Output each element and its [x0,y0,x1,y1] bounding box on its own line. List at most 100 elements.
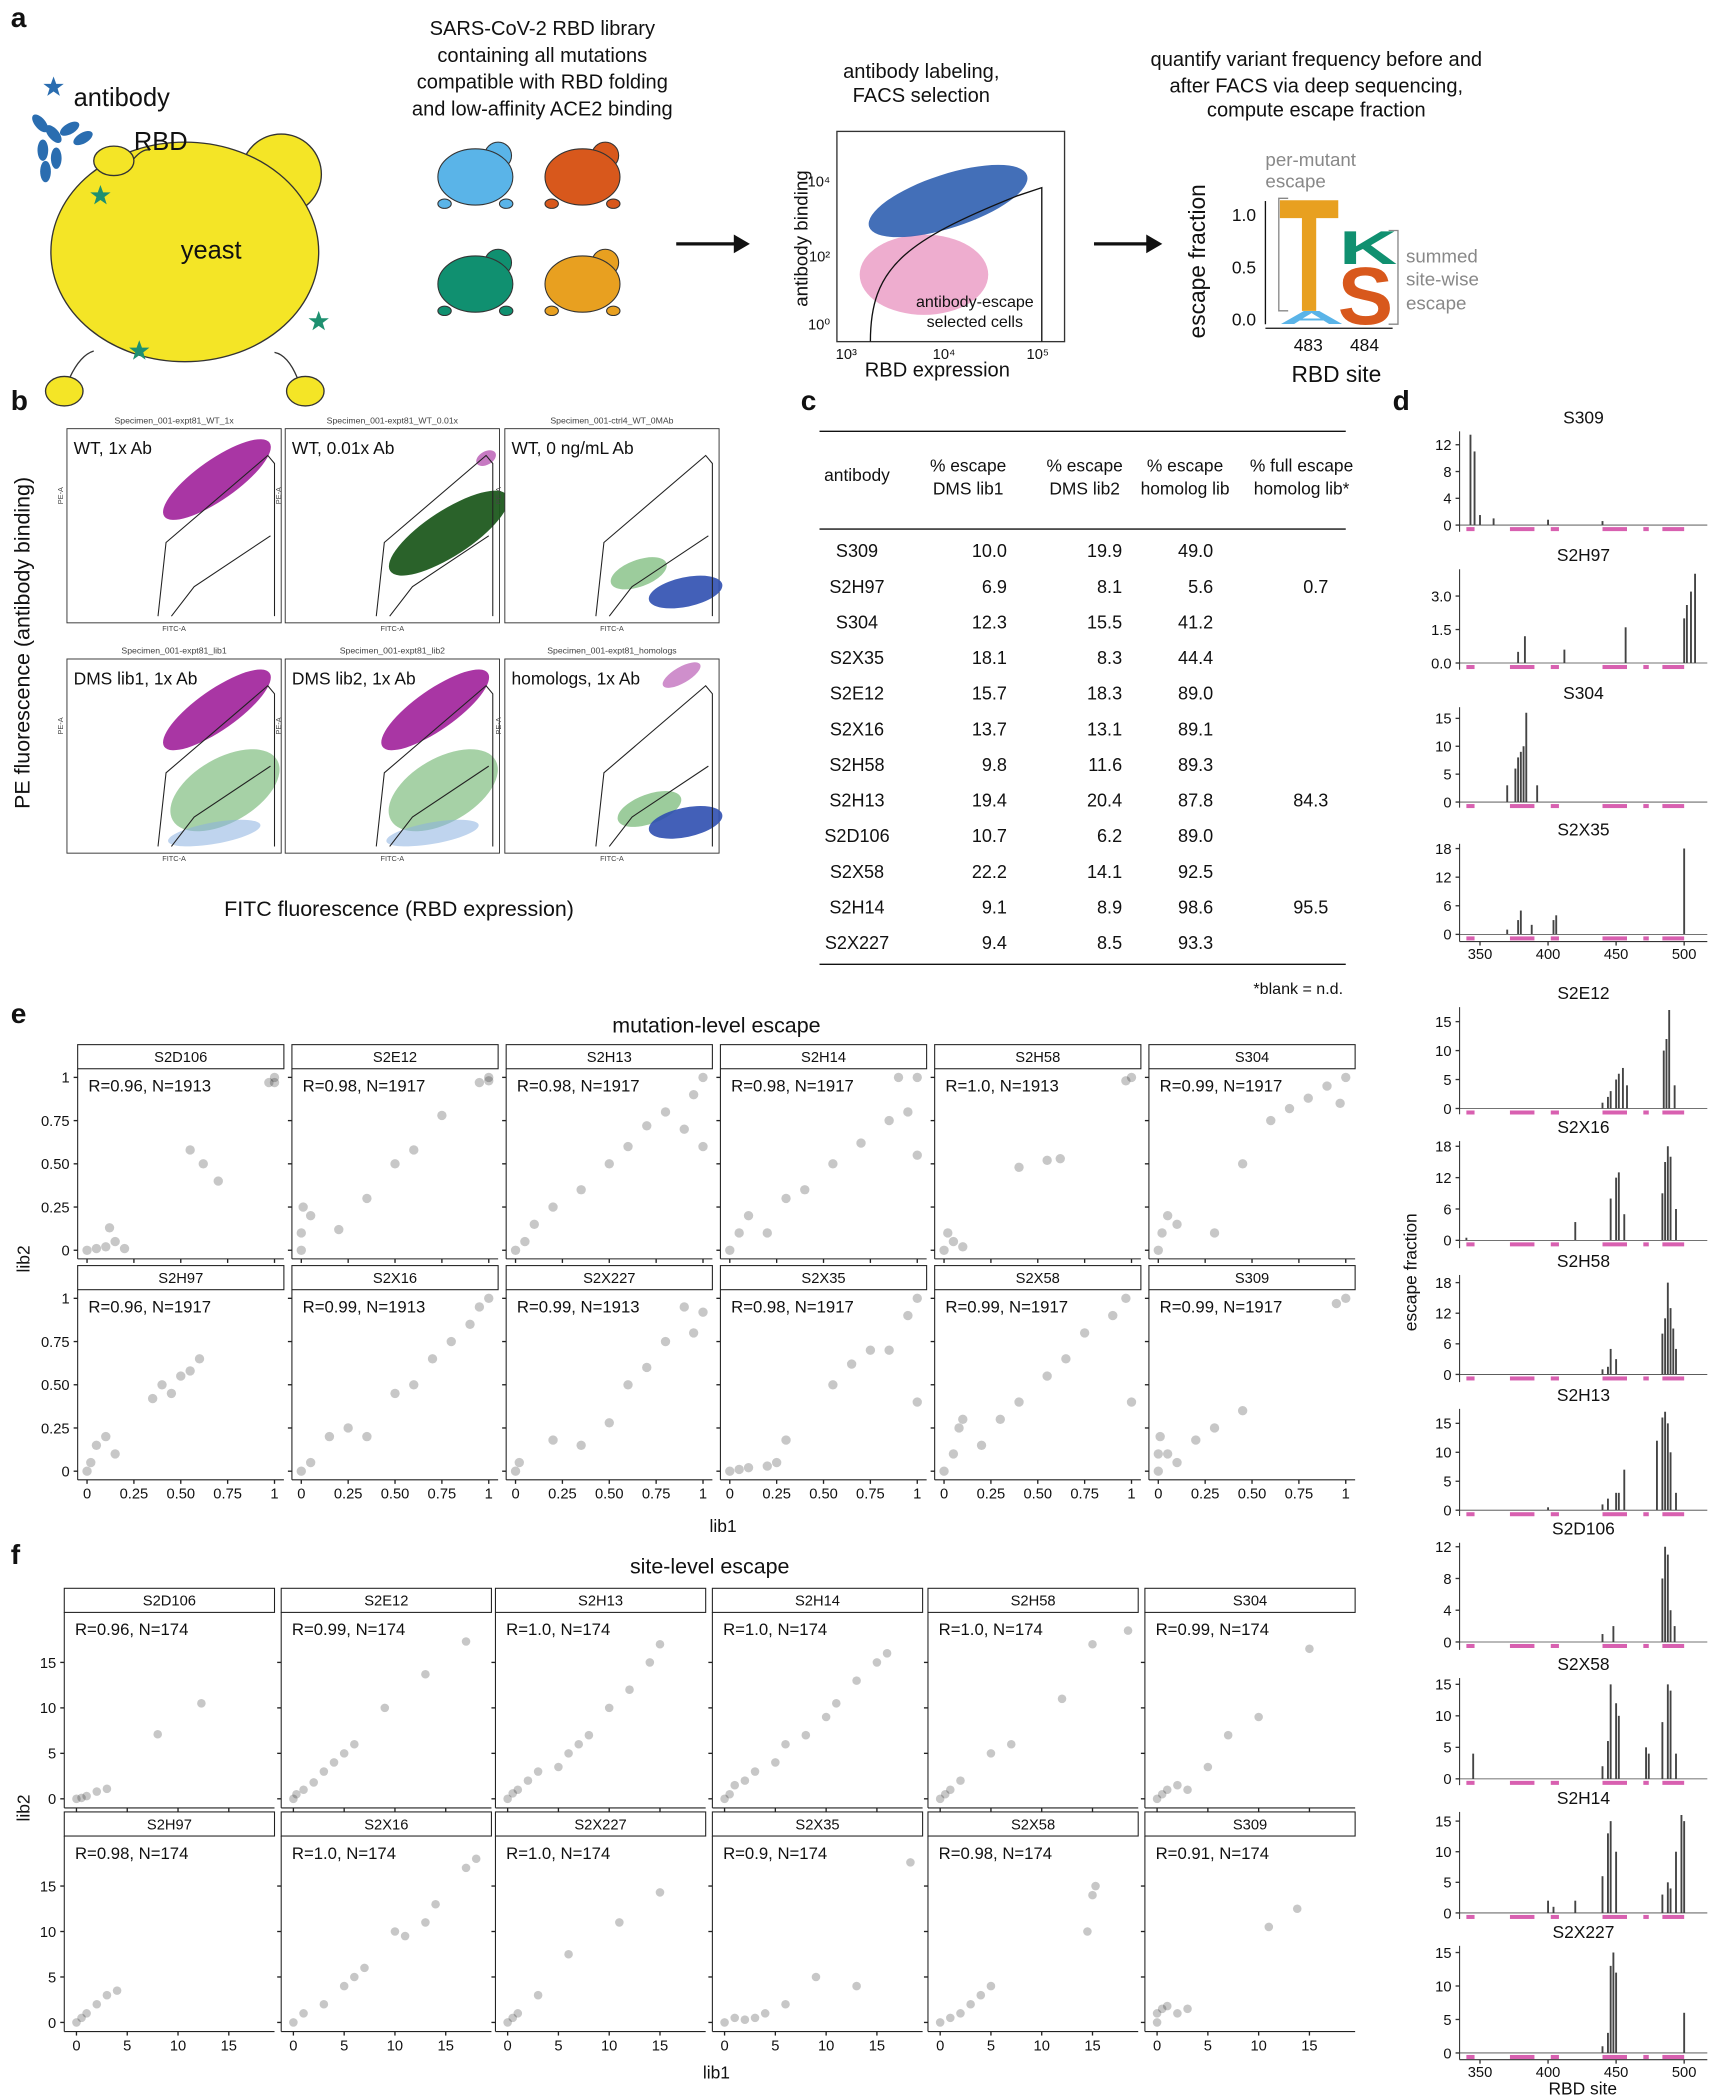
plot-title: S2X35 [1557,820,1609,840]
small-axis-label: PE-A [494,717,503,734]
point [319,1767,329,1776]
point [299,2009,308,2018]
point [1079,1328,1090,1338]
table-cell: S2H58 [829,755,884,775]
point [554,1762,563,1772]
point [503,1794,512,1804]
rbd [437,305,452,317]
table-cell: 20.4 [1087,791,1122,811]
y-tick-label: 0.25 [41,1200,70,1216]
table-cell: S2E12 [830,684,884,704]
site-marker [1643,527,1649,532]
annotation: site-wise [1406,268,1479,289]
caption: quantify variant frequency before and [1151,49,1483,71]
small-axis-label: PE-A [274,487,283,504]
point [903,1107,913,1117]
caption: compute escape fraction [1207,100,1426,122]
point [1108,1310,1118,1321]
x-tick-label: 0.25 [977,1487,1006,1503]
y-tick-label: 12 [1435,438,1451,454]
x-tick-label: 0.25 [548,1487,577,1503]
site-marker [1643,1643,1649,1648]
point [1083,1927,1092,1936]
table-cell: S2X227 [825,933,889,953]
footnote: *blank = n.d. [1253,980,1343,998]
table-header: homolog lib* [1254,478,1350,498]
point [185,1145,195,1155]
table-cell: 9.4 [982,933,1007,953]
small-axis-label: PE-A [56,487,65,504]
point [465,1319,475,1329]
table-cell: 19.4 [972,791,1007,811]
point [725,1245,735,1255]
table-cell: 18.3 [1087,684,1122,704]
strip [280,1811,492,1837]
y-tick-label: 15 [1435,1417,1451,1433]
panel-label: d [1393,385,1410,416]
point [771,1758,780,1767]
point [421,1669,430,1679]
small-axis-label: PE-A [56,717,65,734]
logo-letter: S [1338,251,1393,342]
stat-label: R=1.0, N=174 [506,1620,610,1639]
ab-part [32,114,49,133]
cell [437,148,514,206]
y-tick-label: 10 [1435,1044,1451,1060]
strip-label: S2H13 [587,1050,632,1066]
cell-cloud [168,819,261,847]
point [948,1449,959,1459]
facs-title: Specimen_001-expt81_lib2 [340,646,445,656]
point [852,1981,861,1991]
x-tick-label: 0.75 [1285,1487,1314,1503]
y-tick-label: 0 [1443,1102,1451,1118]
point [1091,1881,1100,1891]
point [801,1730,811,1740]
stat-label: R=0.96, N=1917 [88,1297,211,1316]
table-cell: 5.6 [1188,577,1213,597]
point [1121,1293,1131,1304]
point [1061,1354,1071,1364]
facs-title: Specimen_001-expt81_WT_1x [114,415,234,425]
point [1237,1159,1248,1169]
table-cell: 92.5 [1178,862,1213,882]
tick-label: 10² [809,249,830,265]
x-tick-label: 0 [504,2038,512,2054]
point [461,1863,471,1873]
point [1153,1466,1163,1476]
y-tick-label: 1.5 [1431,623,1451,639]
y-tick-label: 0 [1443,2046,1451,2062]
plot-title: S2X58 [1557,1654,1609,1674]
strip [63,1811,276,1837]
x-tick-label: 350 [1468,947,1493,963]
point [474,1302,485,1312]
site-marker [1466,1914,1475,1919]
x-tick-label: 350 [1468,2065,1493,2081]
site-marker [1602,527,1627,532]
point [484,1072,494,1083]
arrow-head [1146,234,1163,254]
stat-label: R=1.0, N=174 [292,1844,396,1863]
point [800,1185,810,1195]
point [1162,1210,1173,1221]
site-marker [1550,527,1559,532]
site-marker [1466,665,1475,670]
y-tick-label: 0 [48,1792,56,1808]
star [43,76,64,96]
axis-label: escape fraction [1184,184,1210,338]
site-marker [1550,1110,1559,1115]
strip-label: S2E12 [373,1050,417,1066]
site-marker [1466,2054,1475,2059]
table-cell: 15.7 [972,684,1007,704]
x-tick-label: 0.50 [595,1487,624,1503]
site-marker [1643,1242,1649,1247]
table-header: DMS lib1 [933,478,1004,498]
point [1183,2004,1192,2014]
stat-label: R=0.99, N=1913 [303,1297,426,1316]
point [533,1767,543,1776]
y-tick-label: 12 [1435,1171,1451,1187]
point [157,1380,167,1390]
caption: FACS selection [853,85,990,107]
y-tick-label: 0.75 [41,1335,70,1351]
point [296,1466,306,1476]
y-tick-label: 0 [1443,518,1451,534]
